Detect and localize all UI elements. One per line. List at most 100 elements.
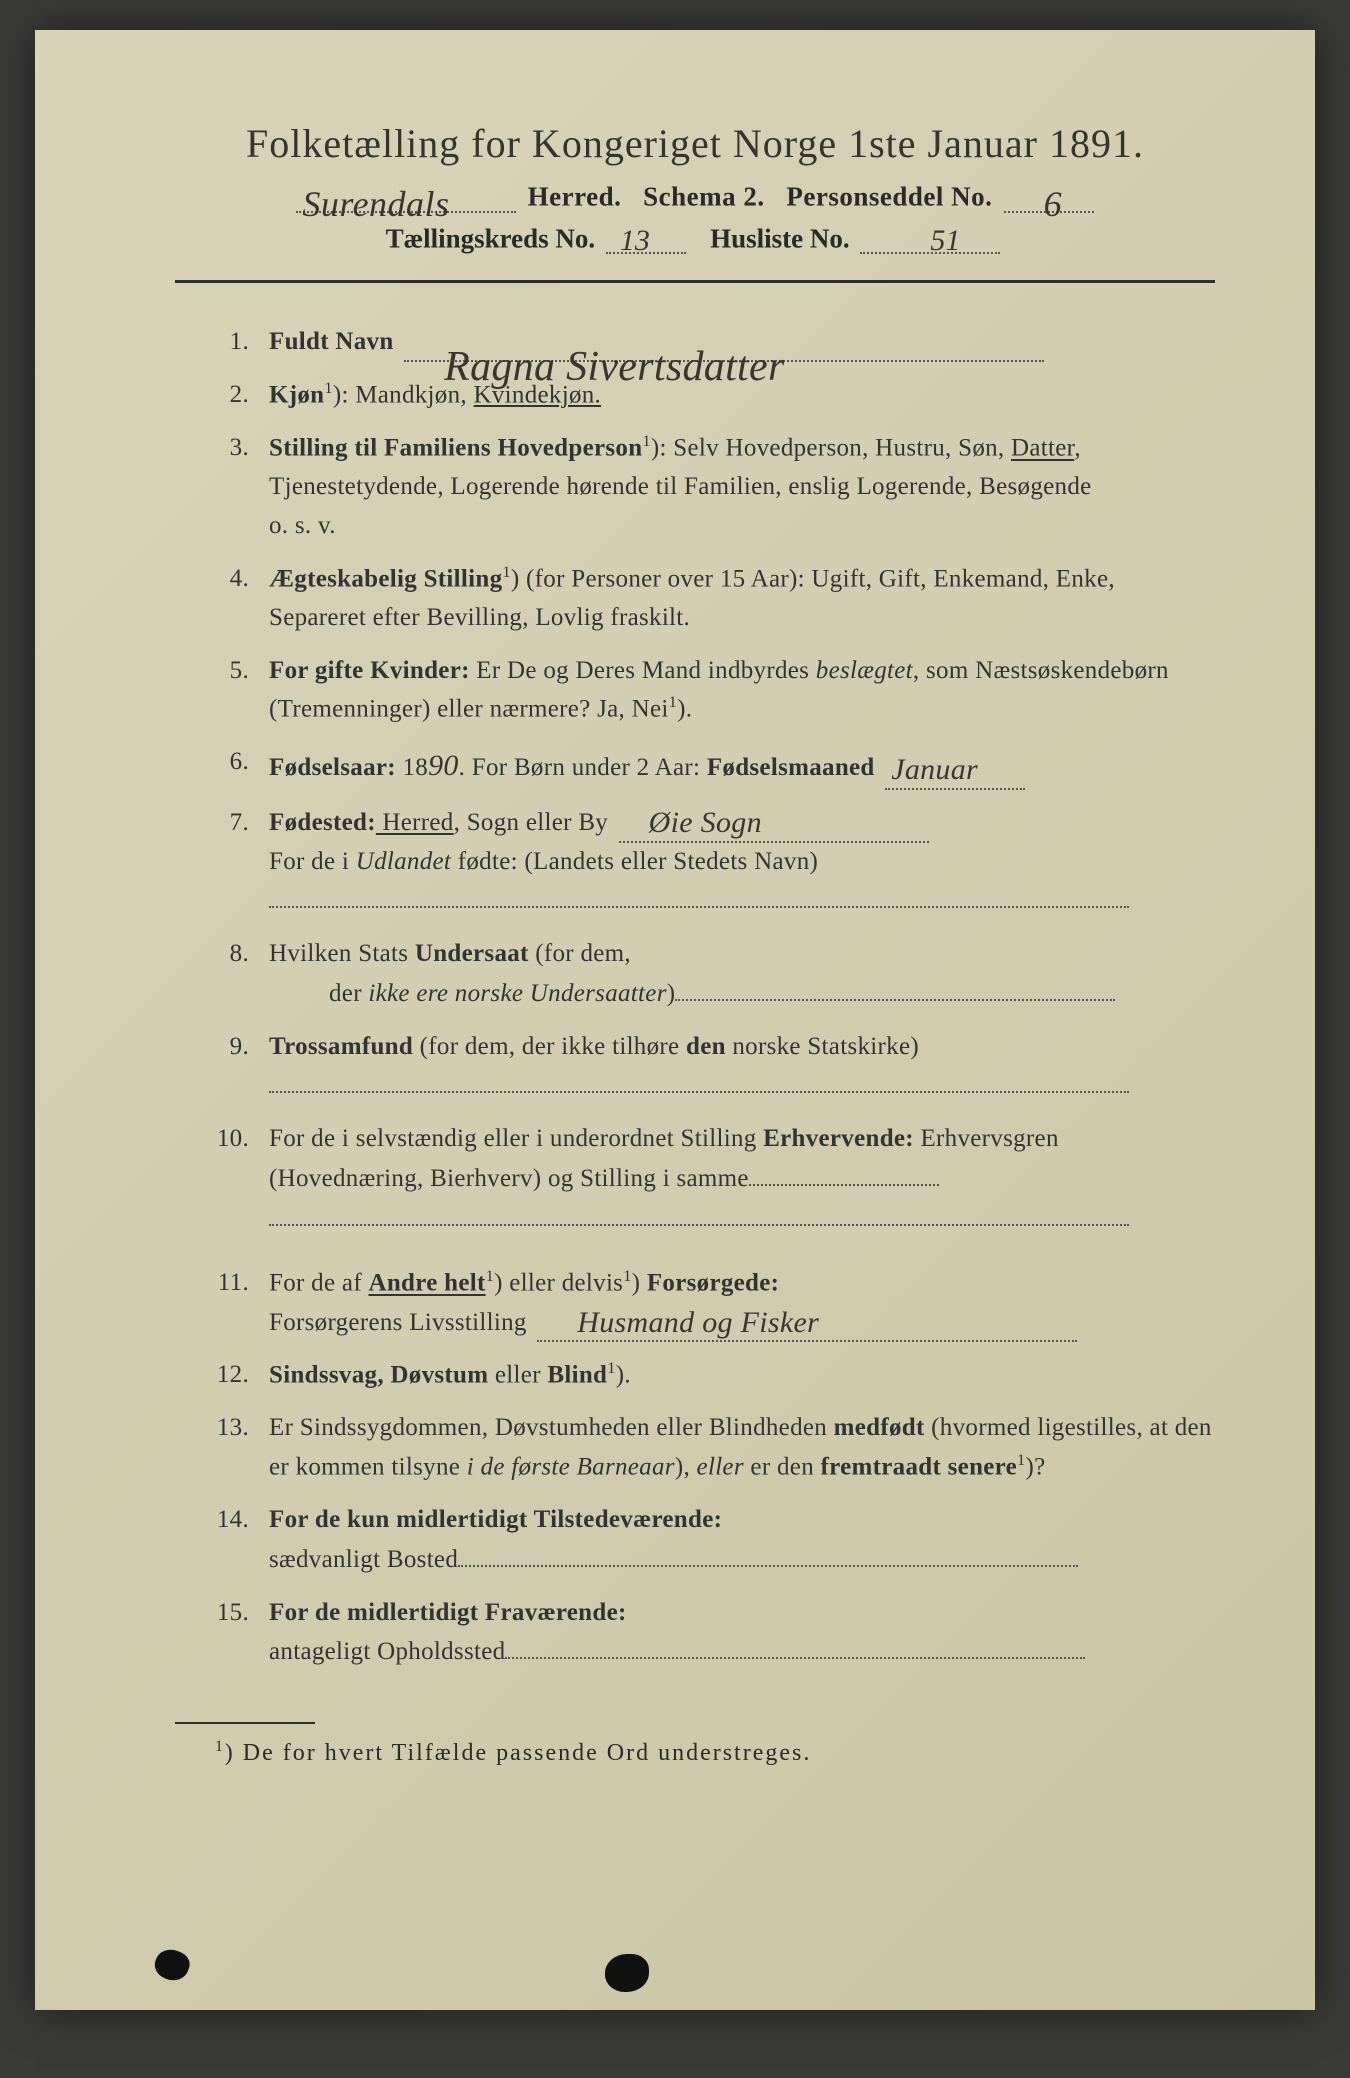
row-1: 1. Fuldt Navn Ragna Sivertsdatter (185, 323, 1215, 362)
row-3: 3. Stilling til Familiens Hovedperson1):… (185, 429, 1215, 546)
herred-underlined: Herred (376, 809, 454, 836)
text: 18 (396, 754, 428, 781)
label-sindssvag: Sindssvag, Døvstum (269, 1362, 488, 1389)
kreds-no-handwritten: 13 (620, 224, 650, 258)
label-medfodt: medfødt (834, 1414, 925, 1441)
label-fodselsmaaned: Fødselsmaaned (707, 754, 875, 781)
personseddel-no-handwritten: 6 (1044, 183, 1063, 217)
text: ) (667, 980, 676, 1007)
row-num: 12. (185, 1356, 269, 1395)
label-fravaerende: For de midlertidigt Fraværende: (269, 1599, 627, 1626)
text: ), (675, 1453, 697, 1480)
header-line-3: Tællingskreds No. 13 Husliste No. 51 (175, 223, 1215, 255)
herred-label: Herred. (528, 182, 622, 212)
text: eller (488, 1362, 547, 1389)
text-osv: o. s. v. (269, 512, 336, 539)
footnote-text: ) De for hvert Tilfælde passende Ord und… (225, 1740, 812, 1766)
row-num: 9. (185, 1028, 269, 1107)
divider-rule (175, 280, 1215, 283)
row-num: 7. (185, 804, 269, 921)
text-eller: eller (697, 1453, 744, 1480)
text: ) eller delvis (494, 1270, 623, 1297)
text: For de i selvstændig eller i underordnet… (269, 1125, 763, 1152)
footnote-rule (175, 1722, 315, 1724)
husliste-label: Husliste No. (710, 223, 850, 253)
row-6: 6. Fødselsaar: 1890. For Børn under 2 Aa… (185, 743, 1215, 790)
label-fodested: Fødested: (269, 809, 376, 836)
label-blind: Blind (547, 1362, 607, 1389)
text: ). (677, 696, 692, 723)
text: For de i (269, 848, 356, 875)
row-num: 15. (185, 1594, 269, 1673)
text: norske Statskirke) (726, 1033, 919, 1060)
text: Er De og Deres Mand indbyrdes (470, 657, 816, 684)
text: er den (744, 1453, 821, 1480)
month-handwritten: Januar (891, 747, 978, 794)
text: Er Sindssygdommen, Døvstumheden eller Bl… (269, 1414, 834, 1441)
row-8: 8. Hvilken Stats Undersaat (for dem, der… (185, 935, 1215, 1014)
text: (for dem, (529, 940, 631, 967)
page-title: Folketælling for Kongeriget Norge 1ste J… (175, 120, 1215, 167)
text: Forsørgerens Livsstilling (269, 1309, 527, 1336)
personseddel-label: Personseddel No. (786, 182, 992, 212)
footnote: 1) De for hvert Tilfælde passende Ord un… (175, 1738, 1215, 1767)
text-den: den (686, 1033, 726, 1060)
text: For de af (269, 1270, 369, 1297)
row-num: 11. (185, 1264, 269, 1342)
label-undersaat: Undersaat (415, 940, 529, 967)
text: )? (1025, 1453, 1045, 1480)
row-14: 14. For de kun midlertidigt Tilstedevære… (185, 1501, 1215, 1580)
fodested-handwritten: Øie Sogn (649, 800, 762, 847)
ink-blot (605, 1954, 649, 1992)
year-handwritten: 90 (428, 749, 459, 782)
label-forsorgede: Forsørgede: (647, 1270, 779, 1297)
text: ) (632, 1270, 647, 1297)
label-fremtraadt: fremtraadt senere (821, 1453, 1017, 1480)
text: fødte: (Landets eller Stedets Navn) (451, 848, 818, 875)
kreds-label: Tællingskreds No. (386, 223, 596, 253)
text: antageligt Opholdssted (269, 1638, 505, 1665)
text-barneaar: i de første Barneaar (467, 1453, 675, 1480)
form-body: 1. Fuldt Navn Ragna Sivertsdatter 2. Kjø… (175, 323, 1215, 1672)
row-num: 6. (185, 743, 269, 790)
text: ): Selv Hovedperson, Hustru, Søn, (651, 435, 1011, 462)
row-9: 9. Trossamfund (for dem, der ikke tilhør… (185, 1028, 1215, 1107)
row-10: 10. For de i selvstændig eller i underor… (185, 1120, 1215, 1238)
text: (for dem, der ikke tilhøre (413, 1033, 686, 1060)
label-fuldt-navn: Fuldt Navn (269, 328, 394, 355)
row-12: 12. Sindssvag, Døvstum eller Blind1). (185, 1356, 1215, 1395)
text: , Sogn eller By (454, 809, 609, 836)
andre-helt-underlined: Andre helt (369, 1270, 486, 1297)
text: Hvilken Stats (269, 940, 415, 967)
row-num: 3. (185, 429, 269, 546)
text-ikke-norske: ikke ere norske Undersaatter (368, 980, 666, 1007)
row-num: 13. (185, 1409, 269, 1487)
herred-handwritten: Surendals (302, 183, 449, 217)
label-aegteskab: Ægteskabelig Stilling (269, 565, 502, 592)
text: . For Børn under 2 Aar: (459, 754, 707, 781)
ink-blot (151, 1945, 193, 1985)
text: ). (616, 1362, 631, 1389)
row-13: 13. Er Sindssygdommen, Døvstumheden elle… (185, 1409, 1215, 1487)
row-num: 1. (185, 323, 269, 362)
row-num: 14. (185, 1501, 269, 1580)
census-form-page: Folketælling for Kongeriget Norge 1ste J… (35, 30, 1315, 2010)
row-num: 4. (185, 560, 269, 638)
label-erhvervende: Erhvervende: (763, 1125, 914, 1152)
row-11: 11. For de af Andre helt1) eller delvis1… (185, 1264, 1215, 1342)
text-beslaegtet: beslægtet (816, 657, 913, 684)
label-kjon: Kjøn (269, 381, 324, 408)
husliste-no-handwritten: 51 (930, 224, 960, 258)
label-fodselsaar: Fødselsaar: (269, 754, 396, 781)
text-udlandet: Udlandet (356, 848, 451, 875)
text: der (329, 980, 368, 1007)
label-trossamfund: Trossamfund (269, 1033, 413, 1060)
header-line-2: Surendals Herred. Schema 2. Personseddel… (175, 181, 1215, 213)
name-handwritten: Ragna Sivertsdatter (444, 335, 785, 371)
row-num: 8. (185, 935, 269, 1014)
datter-underlined: Datter (1011, 435, 1074, 462)
label-stilling: Stilling til Familiens Hovedperson (269, 435, 642, 462)
row-num: 5. (185, 652, 269, 730)
label-gifte-kvinder: For gifte Kvinder: (269, 657, 470, 684)
schema-label: Schema 2. (643, 182, 765, 212)
